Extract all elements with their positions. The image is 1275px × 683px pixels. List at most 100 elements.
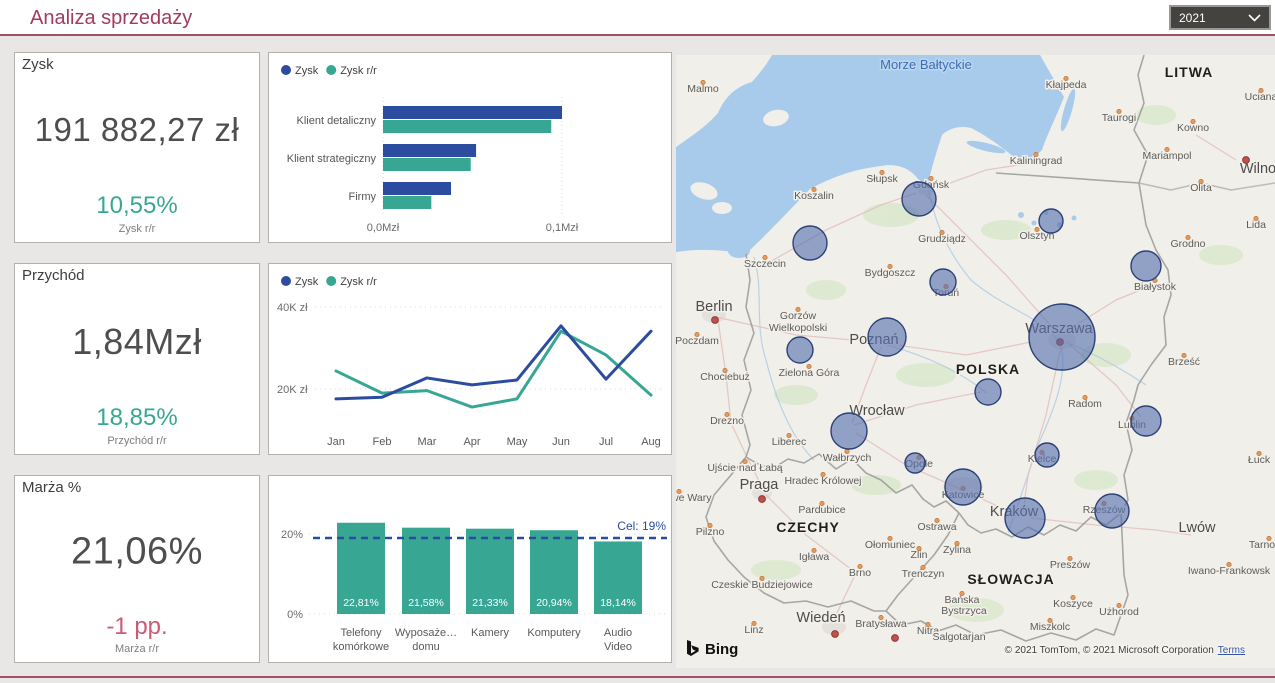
line-chart-canvas: Zysk Zysk r/r 20K zł 40K zł Jan Feb Mar Apr May J… [277, 276, 665, 448]
map-label-gorz-w: Gorzów [780, 310, 817, 322]
year-filter-dropdown[interactable]: 2021 [1169, 5, 1271, 30]
bar-chart-canvas: Zysk Zysk r/r 0,0Mzł 0,1Mzł Klient detaliczn… [281, 65, 579, 234]
map-bubble-kielce[interactable] [1034, 442, 1060, 468]
column-komputery[interactable] [530, 530, 578, 614]
map-label-trenczyn: Trenczyn [902, 568, 945, 580]
town-dot [751, 620, 757, 627]
map-label-lw-w: Lwów [1178, 520, 1216, 536]
bornholm-island [763, 109, 789, 127]
map-bubble-d[interactable] [974, 378, 1002, 406]
column-chart-canvas: 0% 20% 22,81% Telefony komórkowe 21,58% Wyposa… [281, 519, 667, 653]
map-bubble-gorz-w-wielkopolski[interactable] [786, 336, 814, 364]
map-bubble-lublin[interactable] [1130, 405, 1162, 437]
month-label: Mar [418, 436, 437, 448]
poland-bubble-map[interactable]: Morze Bałtyckie Malmo LITWA Kłajpeda Uciana T… [645, 54, 1275, 668]
terms-link[interactable]: Terms [1217, 645, 1245, 656]
map-label-czeskie-budziejowice: Czeskie Budziejowice [711, 579, 813, 591]
map-label-kaliningrad: Kaliningrad [1010, 155, 1063, 167]
map-label-s-upsk: Słupsk [866, 173, 898, 185]
bar-klient-detaliczny-zysk-rr[interactable] [383, 120, 552, 133]
kpi-title: Przychód [22, 267, 85, 284]
town-dot [954, 540, 960, 547]
map-label-wielkopolski: Wielkopolski [769, 322, 827, 334]
value-label: 18,14% [600, 597, 636, 609]
bar-klient-strategiczny-zysk-rr[interactable] [383, 158, 471, 171]
map-bubble-pi-a[interactable] [792, 225, 828, 261]
town-dot [920, 564, 926, 571]
town-dot [676, 488, 682, 495]
legend-dot [281, 65, 291, 75]
town-dot [1047, 617, 1053, 624]
category-label: Wyposaże… [395, 627, 457, 639]
town-dot [694, 331, 700, 338]
town-dot [887, 535, 893, 542]
column-wyposa-e-domu[interactable] [402, 527, 450, 614]
chevron-down-icon [1248, 13, 1261, 22]
town-dot [1082, 394, 1088, 401]
kpi-card-przychod: Przychód 1,84Mzł 18,85% Przychód r/r [14, 263, 260, 455]
kpi-delta-label: Zysk r/r [118, 222, 156, 235]
column-kamery[interactable] [466, 528, 514, 614]
bar-firmy-zysk-rr[interactable] [383, 196, 432, 209]
town-dot [1190, 118, 1196, 125]
map-label-grudzi-dz: Grudziądz [918, 233, 966, 245]
map-bubble-gda-sk[interactable] [901, 181, 937, 217]
map-bubble-pozna[interactable] [867, 317, 907, 357]
attribution-text: © 2021 TomTom, © 2021 Microsoft Corporat… [1004, 645, 1214, 656]
kpi-delta: 10,55% [96, 192, 178, 220]
map-label-chociebu: Chociebuż [700, 371, 750, 383]
map-bubble-wroc-aw[interactable] [830, 412, 868, 450]
town-dot [1070, 594, 1076, 601]
town-dot [1116, 108, 1122, 115]
bing-logo[interactable]: Bing [686, 640, 738, 658]
town-dot [1063, 75, 1069, 82]
map-label-bratys-awa: Bratysława [855, 618, 907, 630]
map-bubble-warszawa[interactable] [1028, 303, 1096, 371]
town-dot [1034, 226, 1040, 233]
y-axis-tick: 0% [287, 609, 303, 621]
bing-label: Bing [705, 640, 739, 658]
map-bubble-toru[interactable] [929, 268, 957, 296]
x-axis-tick: 0,0Mzł [367, 222, 400, 234]
bar-klient-strategiczny-zysk[interactable] [383, 144, 477, 157]
map-label-pilzno: Pilzno [696, 526, 725, 538]
map-bubble-krak-w[interactable] [1004, 497, 1046, 539]
town-dot [707, 522, 713, 529]
map-bubble-olsztyn[interactable] [1038, 208, 1064, 234]
category-label: komórkowe [333, 641, 389, 653]
bar-firmy-zysk[interactable] [383, 182, 452, 195]
month-label: Aug [641, 436, 661, 448]
column-audio-video[interactable] [594, 541, 642, 614]
town-dot [1033, 151, 1039, 158]
town-dot [934, 517, 940, 524]
town-dot [878, 614, 884, 621]
town-dot [916, 545, 922, 552]
map-bubble-rzesz-w[interactable] [1094, 493, 1130, 529]
town-dot [759, 575, 765, 582]
map-label-liberec: Liberec [772, 436, 806, 448]
target-label: Cel: 19% [617, 519, 666, 533]
category-label: Firmy [349, 191, 377, 203]
town-dot [1266, 535, 1272, 542]
map-label-praga: Praga [740, 477, 780, 493]
capital-dot-wiede [831, 630, 839, 638]
map-bubble-opole[interactable] [904, 452, 926, 474]
map-bubble-katowice[interactable] [944, 468, 982, 506]
bar-klient-detaliczny-zysk[interactable] [383, 106, 562, 119]
month-label: Jun [552, 436, 570, 448]
capital-dot-praga [758, 495, 766, 503]
map-label-morze-ba-tyckie: Morze Bałtyckie [880, 57, 972, 72]
y-axis-tick: 20K zł [277, 384, 308, 396]
town-dot [724, 411, 730, 418]
line-zysk[interactable] [334, 324, 653, 401]
month-label: Jul [599, 436, 613, 448]
map-label-brno: Brno [849, 567, 871, 579]
town-dot [1256, 450, 1262, 457]
map-bubble-bia-ystok[interactable] [1130, 250, 1162, 282]
kpi-card-zysk: Zysk 191 882,27 zł 10,55% Zysk r/r [14, 52, 260, 243]
map-label-taurogi: Taurogi [1102, 112, 1136, 124]
map-label-wroc-aw: Wrocław [849, 403, 905, 419]
map-label-ba-ska: Bańska [944, 594, 979, 606]
map-bubbles-layer [786, 181, 1162, 539]
report-header: Analiza sprzedaży [0, 0, 1275, 36]
